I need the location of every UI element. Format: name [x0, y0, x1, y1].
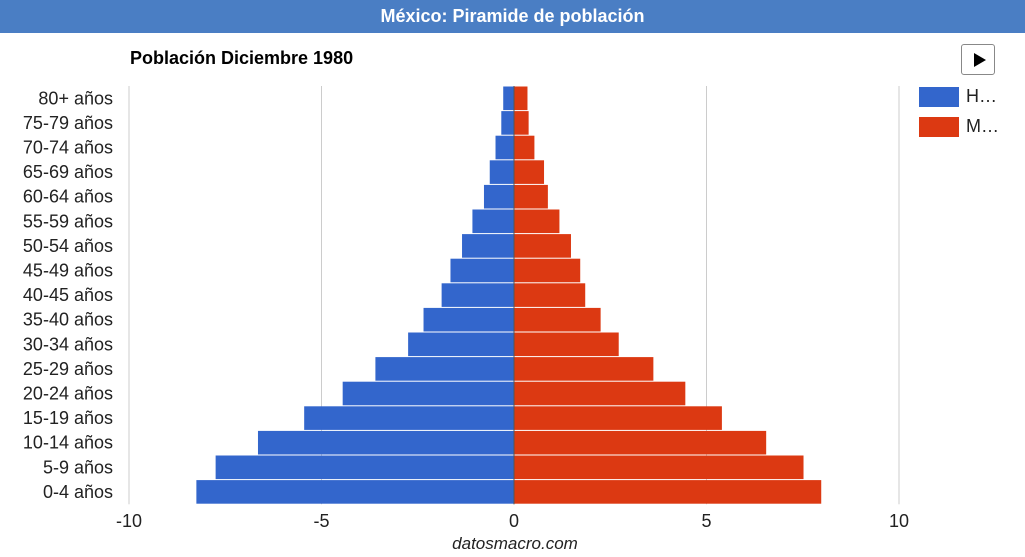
play-button[interactable] — [961, 44, 995, 75]
x-tick-label-4: 10 — [889, 511, 909, 531]
bar-men-15 — [215, 455, 514, 480]
bar-women-8 — [514, 283, 586, 307]
legend-label-women: M… — [966, 116, 999, 136]
y-tick-label-7: 45-49 años — [23, 261, 113, 281]
y-tick-label-10: 30-34 años — [23, 334, 113, 354]
bar-men-5 — [472, 209, 514, 234]
x-tick-label-0: -10 — [116, 511, 142, 531]
page-header: México: Piramide de población — [0, 0, 1025, 33]
y-tick-label-12: 20-24 años — [23, 384, 113, 404]
bar-men-16 — [196, 480, 514, 504]
y-tick-label-3: 65-69 años — [23, 162, 113, 182]
bar-women-16 — [514, 480, 822, 504]
bar-women-14 — [514, 430, 767, 455]
bar-men-3 — [489, 160, 514, 184]
bar-women-1 — [514, 111, 529, 135]
bar-men-6 — [462, 234, 514, 258]
bar-women-13 — [514, 406, 722, 430]
bar-women-12 — [514, 381, 686, 406]
bar-women-15 — [514, 455, 804, 480]
x-tick-label-3: 5 — [701, 511, 711, 531]
legend-label-men: H… — [966, 86, 997, 106]
bar-men-4 — [483, 184, 514, 209]
bar-men-14 — [257, 430, 514, 455]
bar-men-13 — [304, 406, 514, 430]
bar-men-2 — [495, 135, 514, 160]
y-tick-label-2: 70-74 años — [23, 138, 113, 158]
bar-women-5 — [514, 209, 560, 234]
bar-men-10 — [408, 332, 514, 357]
bar-men-9 — [423, 307, 514, 332]
y-tick-label-1: 75-79 años — [23, 113, 113, 133]
y-tick-label-6: 50-54 años — [23, 236, 113, 256]
bar-women-10 — [514, 332, 619, 357]
bar-women-4 — [514, 184, 548, 209]
play-icon — [974, 53, 986, 67]
y-tick-label-5: 55-59 años — [23, 211, 113, 231]
bar-women-11 — [514, 357, 654, 381]
y-tick-label-0: 80+ años — [38, 88, 113, 108]
bar-women-6 — [514, 234, 571, 258]
bar-men-11 — [375, 357, 514, 381]
bar-men-0 — [503, 86, 514, 111]
y-tick-label-15: 5-9 años — [43, 457, 113, 477]
bar-men-1 — [501, 111, 514, 135]
bar-women-2 — [514, 135, 535, 160]
x-tick-label-1: -5 — [313, 511, 329, 531]
y-tick-label-16: 0-4 años — [43, 482, 113, 502]
bar-men-8 — [441, 283, 514, 307]
source-credit: datosmacro.com — [452, 534, 578, 553]
legend-swatch-men — [919, 87, 959, 107]
bar-women-0 — [514, 86, 528, 111]
y-tick-label-13: 15-19 años — [23, 408, 113, 428]
bar-men-7 — [450, 258, 514, 283]
y-tick-label-9: 35-40 años — [23, 310, 113, 330]
bar-women-9 — [514, 307, 601, 332]
y-tick-label-11: 25-29 años — [23, 359, 113, 379]
bar-women-3 — [514, 160, 545, 184]
y-tick-label-4: 60-64 años — [23, 187, 113, 207]
page-title: México: Piramide de población — [380, 6, 645, 26]
chart-title: Población Diciembre 1980 — [130, 48, 354, 68]
y-tick-label-8: 40-45 años — [23, 285, 113, 305]
x-tick-label-2: 0 — [509, 511, 519, 531]
y-tick-label-14: 10-14 años — [23, 433, 113, 453]
bar-men-12 — [342, 381, 514, 406]
bar-women-7 — [514, 258, 581, 283]
legend-swatch-women — [919, 117, 959, 137]
